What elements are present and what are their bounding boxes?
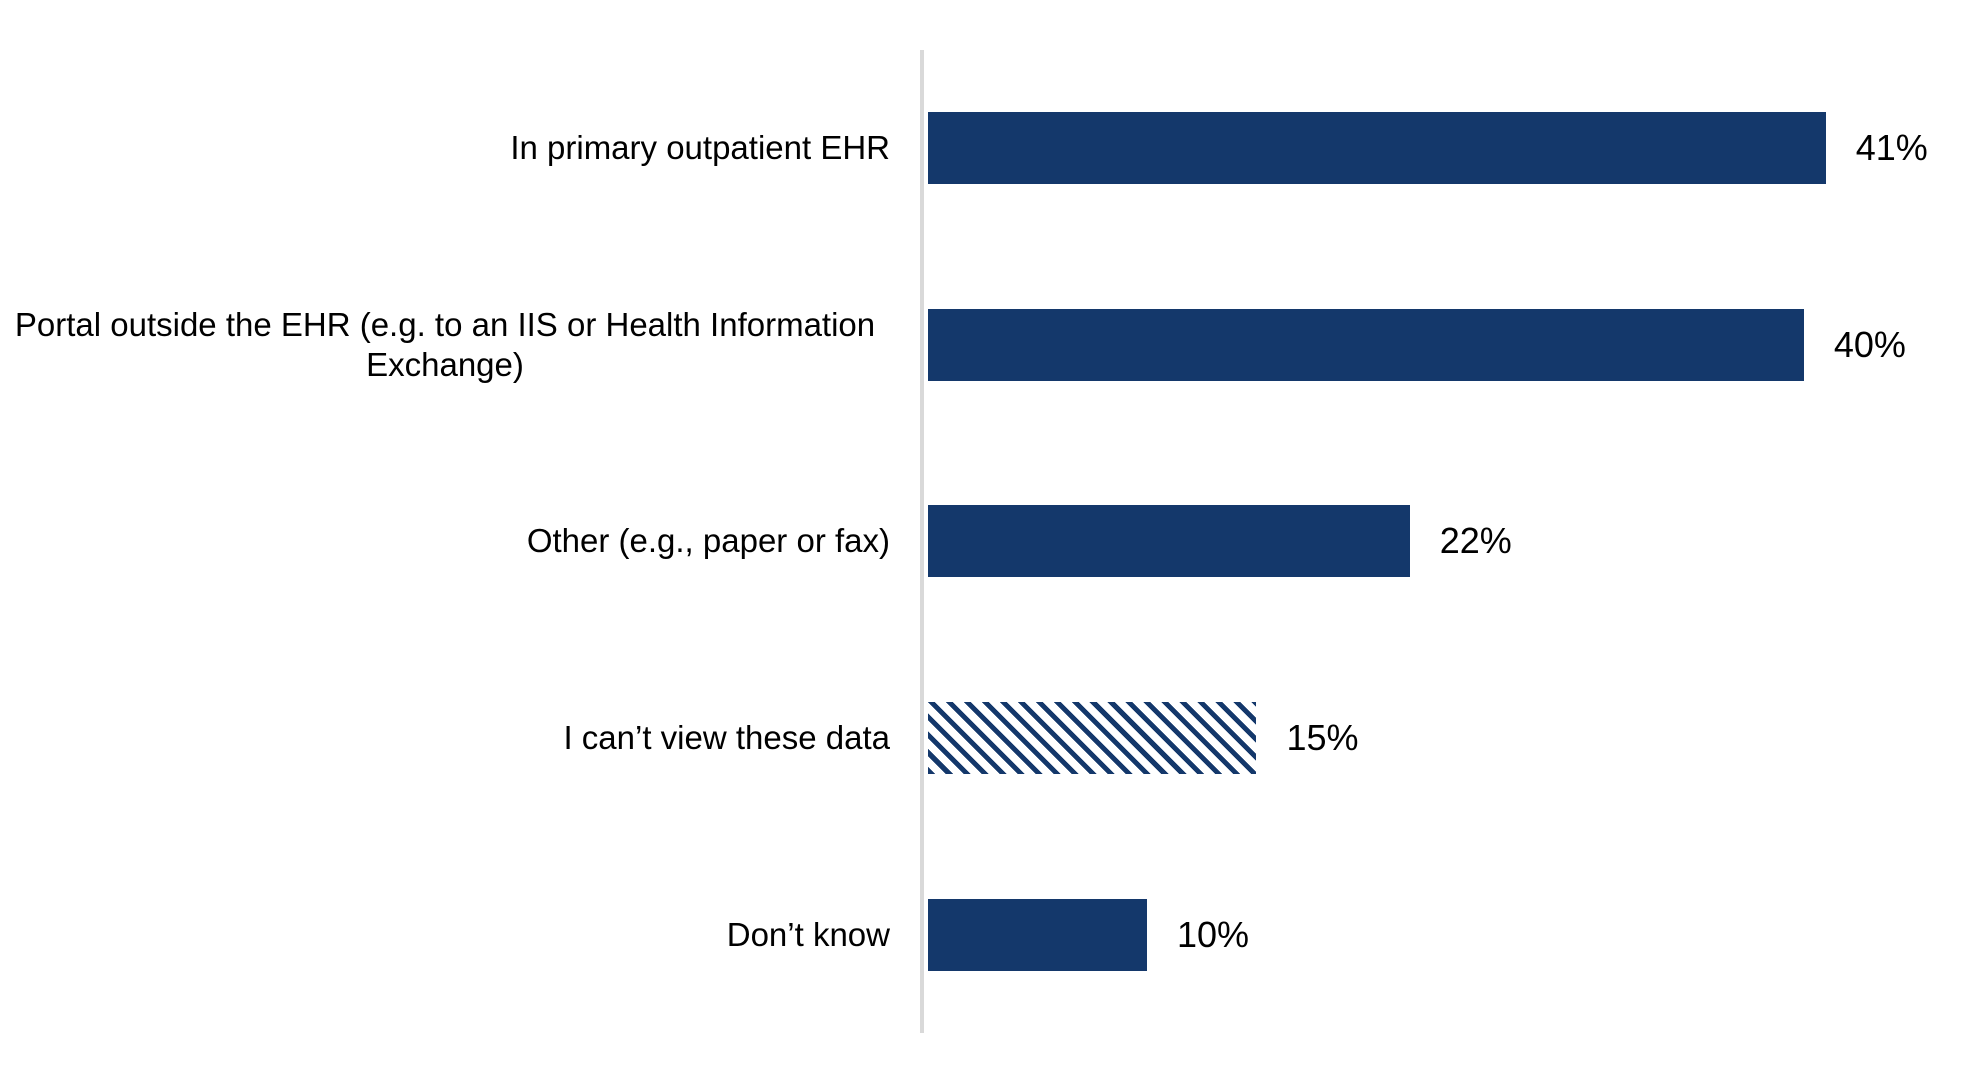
category-label-cell: I can’t view these data: [0, 718, 906, 758]
category-label-cell: Portal outside the EHR (e.g. to an IIS o…: [0, 305, 906, 386]
value-label: 40%: [1833, 323, 1906, 365]
chart-rows: In primary outpatient EHR 41% Portal outsi…: [0, 50, 1975, 1033]
category-label-cell: Don’t know: [0, 915, 906, 955]
category-label: Other (e.g., paper or fax): [526, 522, 890, 560]
category-label: In primary outpatient EHR: [510, 129, 890, 167]
bar-hatched: [928, 702, 1257, 775]
category-label: Portal outside the EHR (e.g. to an IIS o…: [14, 305, 876, 383]
category-label: I can’t view these data: [563, 718, 890, 756]
value-label: 22%: [1439, 520, 1512, 562]
chart-row: Portal outside the EHR (e.g. to an IIS o…: [0, 247, 1975, 444]
chart-row: Other (e.g., paper or fax) 22%: [0, 443, 1975, 640]
bar-solid: [928, 112, 1826, 185]
bar-solid: [928, 898, 1147, 971]
category-label-cell: In primary outpatient EHR: [0, 128, 906, 168]
value-label: 10%: [1176, 913, 1250, 955]
value-label: 41%: [1855, 127, 1928, 169]
category-label-cell: Other (e.g., paper or fax): [0, 521, 906, 561]
chart-row: In primary outpatient EHR 41%: [0, 50, 1975, 247]
chart-row: I can’t view these data 15%: [0, 640, 1975, 837]
chart-row: Don’t know 10%: [0, 836, 1975, 1033]
bar-solid: [928, 505, 1410, 578]
category-axis-line: [920, 50, 924, 1033]
value-label: 15%: [1286, 717, 1359, 759]
category-label: Don’t know: [726, 915, 890, 953]
bar-solid: [928, 308, 1804, 381]
